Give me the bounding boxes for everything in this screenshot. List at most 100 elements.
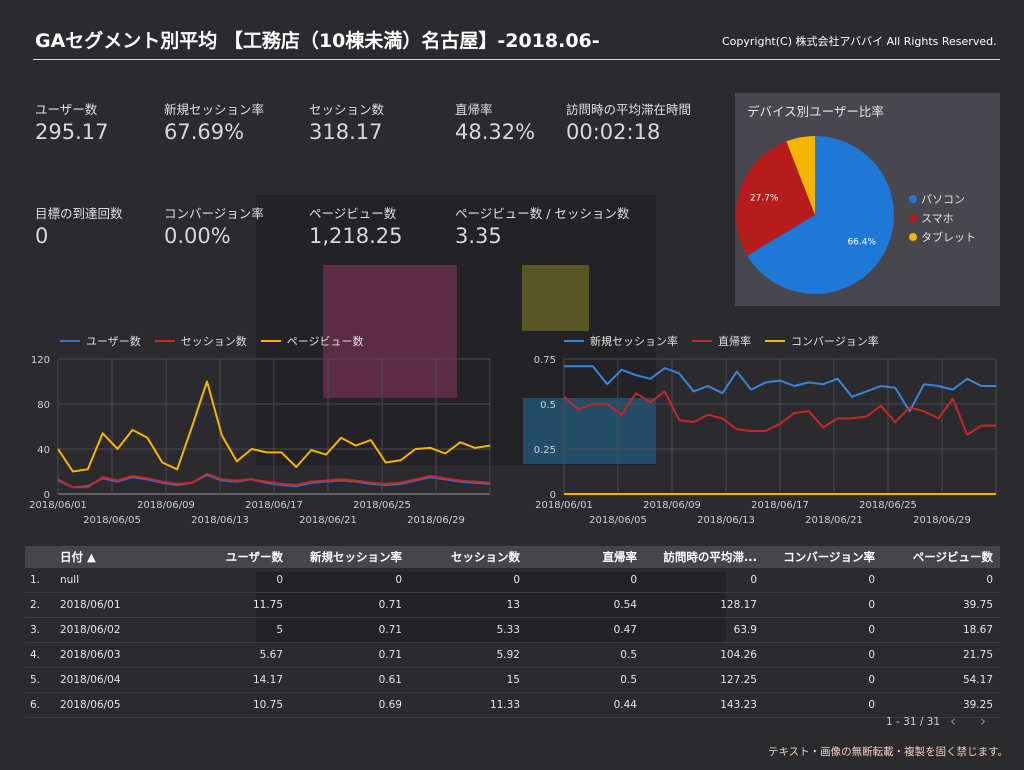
- pie-slice-label: 66.4%: [847, 237, 876, 247]
- table-row: 4. 2018/06/03 5.67 0.71 5.92 0.5 104.26 0 21.75: [25, 643, 1000, 668]
- table-cell: 18.67: [962, 624, 993, 636]
- kpi-label: 直帰率: [455, 102, 493, 117]
- x-tick-label: 2018/06/05: [589, 515, 647, 526]
- column-header[interactable]: 直帰率: [602, 550, 638, 564]
- legend-item: 直帰率: [692, 333, 751, 349]
- series-line: [57, 380, 491, 473]
- row-index: 4.: [30, 649, 41, 661]
- chevron-left-icon[interactable]: ‹: [950, 712, 956, 730]
- table-row: 6. 2018/06/05 10.75 0.69 11.33 0.44 143.23 0 39.…: [25, 693, 1000, 718]
- table-cell: 0: [276, 574, 283, 586]
- rates-line-chart: 0 0.25 0.5 0.75 2018/06/01 2018/06/09 2018/06/…: [534, 355, 997, 526]
- table-cell: 0: [986, 574, 993, 586]
- kpi-goal-completions: 目標の到達回数 0: [35, 203, 123, 248]
- table-row: 3. 2018/06/02 5 0.71 5.33 0.47 63.9 0 18.67: [25, 618, 1000, 643]
- y-tick-label: 40: [37, 445, 50, 456]
- legend-item: セッション数: [154, 333, 247, 349]
- table-cell: 0.5: [620, 649, 637, 661]
- data-table: 日付 ▲ ユーザー数 新規セッション率 セッション数 直帰率 訪問時の平均滞... コンバー…: [25, 546, 1000, 718]
- column-header[interactable]: 訪問時の平均滞...: [663, 550, 757, 564]
- row-index: 1.: [30, 574, 41, 586]
- legend-item: 新規セッション率: [564, 333, 678, 349]
- device-pie-chart: 66.4% 27.7%: [736, 136, 894, 294]
- column-header[interactable]: コンバージョン率: [783, 550, 875, 564]
- kpi-value: 67.69%: [164, 120, 245, 144]
- table-cell: 15: [506, 674, 520, 686]
- table-cell: 5: [276, 624, 283, 636]
- pie-slice-label: 27.7%: [750, 194, 779, 204]
- legend-dot-icon: [909, 195, 917, 203]
- series-line: [563, 390, 996, 436]
- kpi-label: 目標の到達回数: [35, 206, 123, 221]
- kpi-pageviews-per-session: ページビュー数 / セッション数 3.35: [455, 203, 629, 248]
- column-header[interactable]: 日付 ▲: [60, 550, 96, 564]
- legend-label: コンバージョン率: [791, 335, 879, 348]
- kpi-value: 318.17: [309, 120, 383, 144]
- x-tick-label: 2018/06/25: [859, 500, 917, 511]
- kpi-label: 新規セッション率: [164, 102, 265, 117]
- x-tick-label: 2018/06/01: [29, 500, 87, 511]
- kpi-label: 訪問時の平均滞在時間: [566, 102, 692, 117]
- kpi-value: 48.32%: [455, 120, 536, 144]
- column-header[interactable]: セッション数: [451, 550, 520, 564]
- kpi-conversion-rate: コンバージョン率 0.00%: [164, 203, 264, 248]
- pie-slice: [736, 141, 815, 256]
- column-header[interactable]: ページビュー数: [912, 550, 993, 564]
- table-cell: 0.71: [378, 599, 402, 611]
- table-cell: 11.75: [252, 599, 283, 611]
- chevron-right-icon[interactable]: ›: [980, 712, 986, 730]
- table-cell: 0.5: [620, 674, 637, 686]
- table-cell: 2018/06/02: [60, 624, 121, 636]
- kpi-label: ページビュー数 / セッション数: [455, 206, 630, 221]
- table-cell: 0: [868, 649, 875, 661]
- table-header-row: 日付 ▲ ユーザー数 新規セッション率 セッション数 直帰率 訪問時の平均滞... コンバー…: [25, 546, 1000, 568]
- table-cell: 54.17: [962, 674, 993, 686]
- table-cell: 14.17: [252, 674, 283, 686]
- pie-slice: [747, 136, 894, 294]
- table-cell: 13: [506, 599, 520, 611]
- table-cell: 21.75: [962, 649, 993, 661]
- table-cell: 0.47: [613, 624, 637, 636]
- x-tick-label: 2018/06/21: [299, 515, 357, 526]
- column-header[interactable]: 新規セッション率: [310, 550, 402, 564]
- kpi-new-session-rate: 新規セッション率 67.69%: [164, 99, 264, 144]
- table-cell: 0.44: [613, 699, 637, 711]
- copyright-text: Copyright(C) 株式会社アババイ All Rights Reserve…: [722, 35, 997, 48]
- kpi-avg-duration: 訪問時の平均滞在時間 00:02:18: [566, 99, 691, 144]
- table-cell: 104.26: [720, 649, 757, 661]
- x-tick-label: 2018/06/29: [913, 515, 971, 526]
- table-cell: 143.23: [720, 699, 757, 711]
- kpi-pageviews: ページビュー数 1,218.25: [309, 203, 403, 248]
- table-cell: 11.33: [489, 699, 520, 711]
- table-cell: 39.75: [962, 599, 993, 611]
- y-tick-label: 0.25: [534, 445, 556, 456]
- table-cell: 0: [395, 574, 402, 586]
- table-cell: 0.71: [378, 649, 402, 661]
- left-chart-legend: ユーザー数 セッション数 ページビュー数: [60, 333, 378, 349]
- series-line: [564, 365, 996, 413]
- watermark-olive-block: [522, 265, 589, 331]
- y-tick-label: 80: [37, 400, 50, 411]
- series-line: [57, 472, 491, 489]
- table-cell: 0: [750, 574, 757, 586]
- legend-label: スマホ: [921, 212, 954, 225]
- kpi-value: 1,218.25: [309, 224, 403, 248]
- table-cell: 2018/06/03: [60, 649, 121, 661]
- kpi-bounce-rate: 直帰率 48.32%: [455, 99, 535, 144]
- table-cell: 39.25: [962, 699, 993, 711]
- y-tick-label: 0: [44, 490, 50, 501]
- y-tick-label: 120: [31, 355, 50, 366]
- kpi-label: コンバージョン率: [164, 206, 264, 221]
- table-cell: 63.9: [733, 624, 757, 636]
- x-tick-label: 2018/06/01: [535, 500, 593, 511]
- column-header[interactable]: ユーザー数: [225, 550, 283, 564]
- kpi-value: 3.35: [455, 224, 502, 248]
- table-cell: 127.25: [720, 674, 757, 686]
- kpi-value: 00:02:18: [566, 120, 661, 144]
- table-cell: 2018/06/04: [60, 674, 121, 686]
- x-tick-label: 2018/06/13: [191, 515, 249, 526]
- legend-item: ユーザー数: [60, 333, 141, 349]
- legend-label: 直帰率: [718, 335, 751, 348]
- x-tick-label: 2018/06/25: [353, 500, 411, 511]
- table-row: 2. 2018/06/01 11.75 0.71 13 0.54 128.17 0 39.75: [25, 593, 1000, 618]
